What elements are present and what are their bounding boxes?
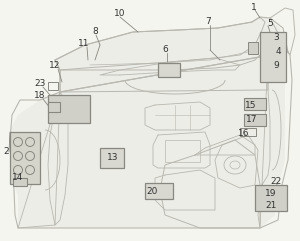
Text: 6: 6 (162, 46, 168, 54)
Text: 16: 16 (238, 128, 250, 138)
Text: 7: 7 (205, 18, 211, 27)
Bar (13, 178, 27, 186)
Bar (100, 148, 124, 168)
Bar (240, 128, 256, 136)
Text: 3: 3 (273, 33, 279, 42)
Text: 19: 19 (265, 188, 277, 198)
Bar (145, 183, 173, 199)
Bar (244, 98, 266, 110)
Bar (48, 102, 60, 112)
Bar (248, 42, 258, 54)
Text: 2: 2 (3, 147, 9, 156)
Text: 22: 22 (270, 176, 282, 186)
Text: 11: 11 (78, 40, 90, 48)
Text: 12: 12 (49, 61, 61, 71)
Text: 5: 5 (267, 19, 273, 27)
Text: 17: 17 (246, 115, 258, 125)
Bar (10, 132, 40, 184)
Text: 21: 21 (265, 201, 277, 210)
Text: 14: 14 (12, 174, 24, 182)
Bar (158, 63, 180, 77)
Text: 10: 10 (114, 9, 126, 19)
Text: 13: 13 (107, 154, 119, 162)
Text: 4: 4 (275, 47, 281, 56)
Text: 15: 15 (245, 101, 257, 111)
Text: 18: 18 (34, 92, 46, 100)
Bar (255, 185, 287, 211)
Bar (260, 32, 286, 82)
Text: 1: 1 (251, 4, 257, 13)
Bar (244, 114, 266, 126)
Text: 8: 8 (92, 27, 98, 36)
Text: 23: 23 (34, 80, 46, 88)
Bar (48, 82, 58, 90)
Bar (165, 140, 200, 162)
Text: 9: 9 (273, 60, 279, 69)
Text: 20: 20 (146, 187, 158, 195)
Bar (48, 95, 90, 123)
Polygon shape (10, 18, 285, 228)
